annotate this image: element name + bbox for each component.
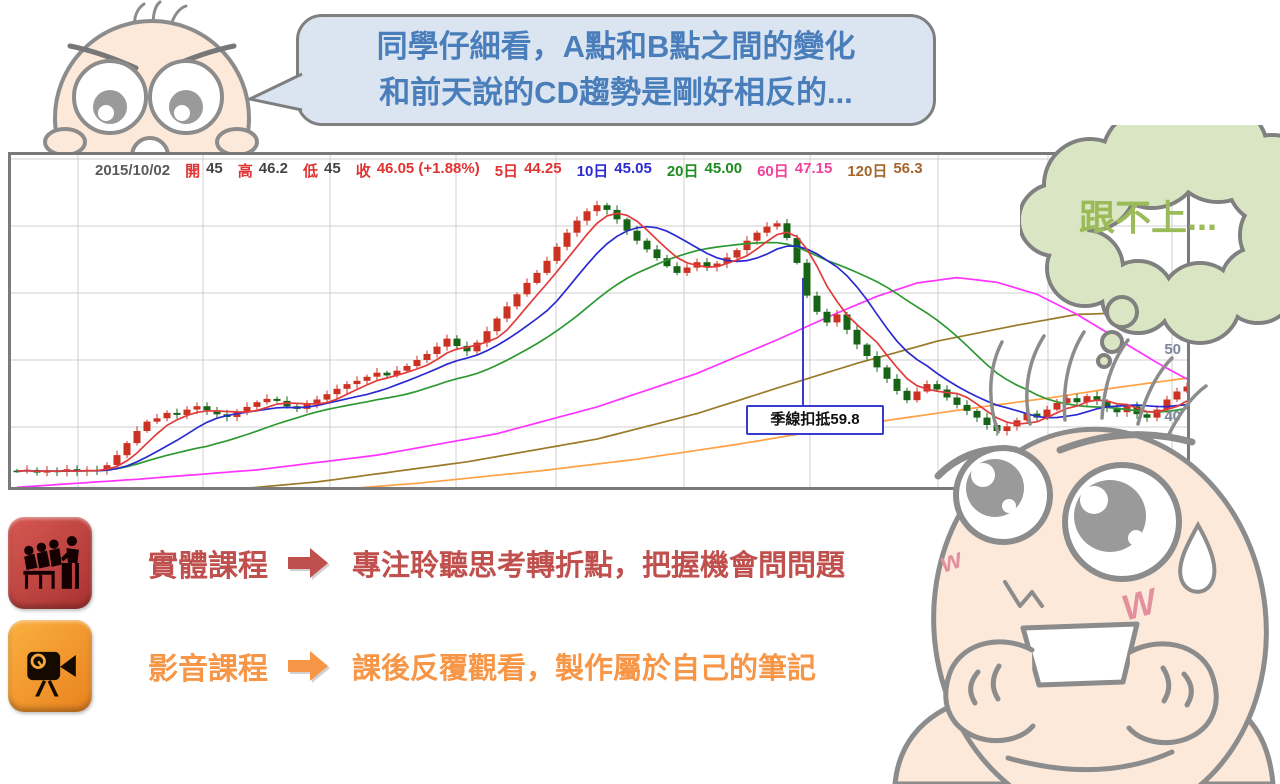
sweat-drop-icon	[1178, 520, 1217, 594]
ma20-legend: 20日 45.00	[666, 160, 743, 180]
student-hair-spikes	[989, 330, 1208, 438]
speech-bubble-tail	[248, 72, 303, 112]
student-eyes	[953, 445, 1182, 582]
stock-chart-panel: 2015/10/02 開 45 高 46.2 低 45 收 46.05 (+1.88%)…	[8, 152, 1190, 490]
thought-text: 跟不上...	[1079, 197, 1217, 238]
physical-course-row: 實體課程 專注聆聽思考轉折點，把握機會問問題	[8, 517, 845, 609]
ohlc-high: 高 46.2	[237, 160, 288, 180]
svg-text:50: 50	[1164, 341, 1181, 358]
video-course-row: 影音課程 課後反覆觀看，製作屬於自己的筆記	[8, 620, 816, 712]
thought-trail-bubbles	[1096, 295, 1139, 369]
chart-header: 2015/10/02 開 45 高 46.2 低 45 收 46.05 (+1.88%)…	[11, 160, 1187, 181]
student-hands	[943, 639, 1219, 746]
course-desc-physical: 專注聆聽思考轉折點，把握機會問問題	[352, 550, 846, 582]
speech-line-2: 和前天說的CD趨勢是剛好相反的...	[379, 75, 853, 110]
arrow-right-icon	[288, 548, 330, 580]
student-thought-bubble: 跟不上...	[1020, 125, 1280, 369]
classroom-icon	[8, 517, 92, 609]
course-title-physical: 實體課程	[148, 550, 268, 583]
course-title-video: 影音課程	[148, 653, 268, 686]
ma5-legend: 5日 44.25	[494, 160, 562, 180]
student-mouth	[1020, 621, 1140, 688]
quarterly-ma-annotation: 季線扣抵59.8	[746, 405, 884, 435]
ma120-legend: 120日 56.3	[847, 160, 923, 180]
teacher-character	[43, 0, 259, 160]
annotation-pointer-line	[802, 278, 804, 408]
student-character: w W	[892, 330, 1276, 784]
teacher-eyes	[72, 59, 224, 135]
ma60-legend: 60日 47.15	[757, 160, 833, 180]
chart-date: 2015/10/02	[95, 162, 171, 179]
ma10-legend: 10日 45.05	[576, 160, 652, 180]
video-camera-icon	[8, 620, 92, 712]
ohlc-close: 收 46.05 (+1.88%)	[355, 160, 480, 180]
teacher-speech-bubble: 同學仔細看，A點和B點之間的變化 和前天說的CD趨勢是剛好相反的...	[296, 14, 936, 126]
ohlc-low: 低 45	[303, 160, 341, 180]
candlestick-chart: 605040	[11, 155, 1187, 487]
course-desc-video: 課後反覆觀看，製作屬於自己的筆記	[352, 653, 817, 685]
ohlc-open: 開 45	[185, 160, 223, 180]
student-chin-line	[1005, 749, 1175, 773]
student-nose-squiggle	[1003, 580, 1044, 608]
speech-line-1: 同學仔細看，A點和B點之間的變化	[376, 29, 856, 64]
arrow-right-icon	[288, 651, 330, 683]
